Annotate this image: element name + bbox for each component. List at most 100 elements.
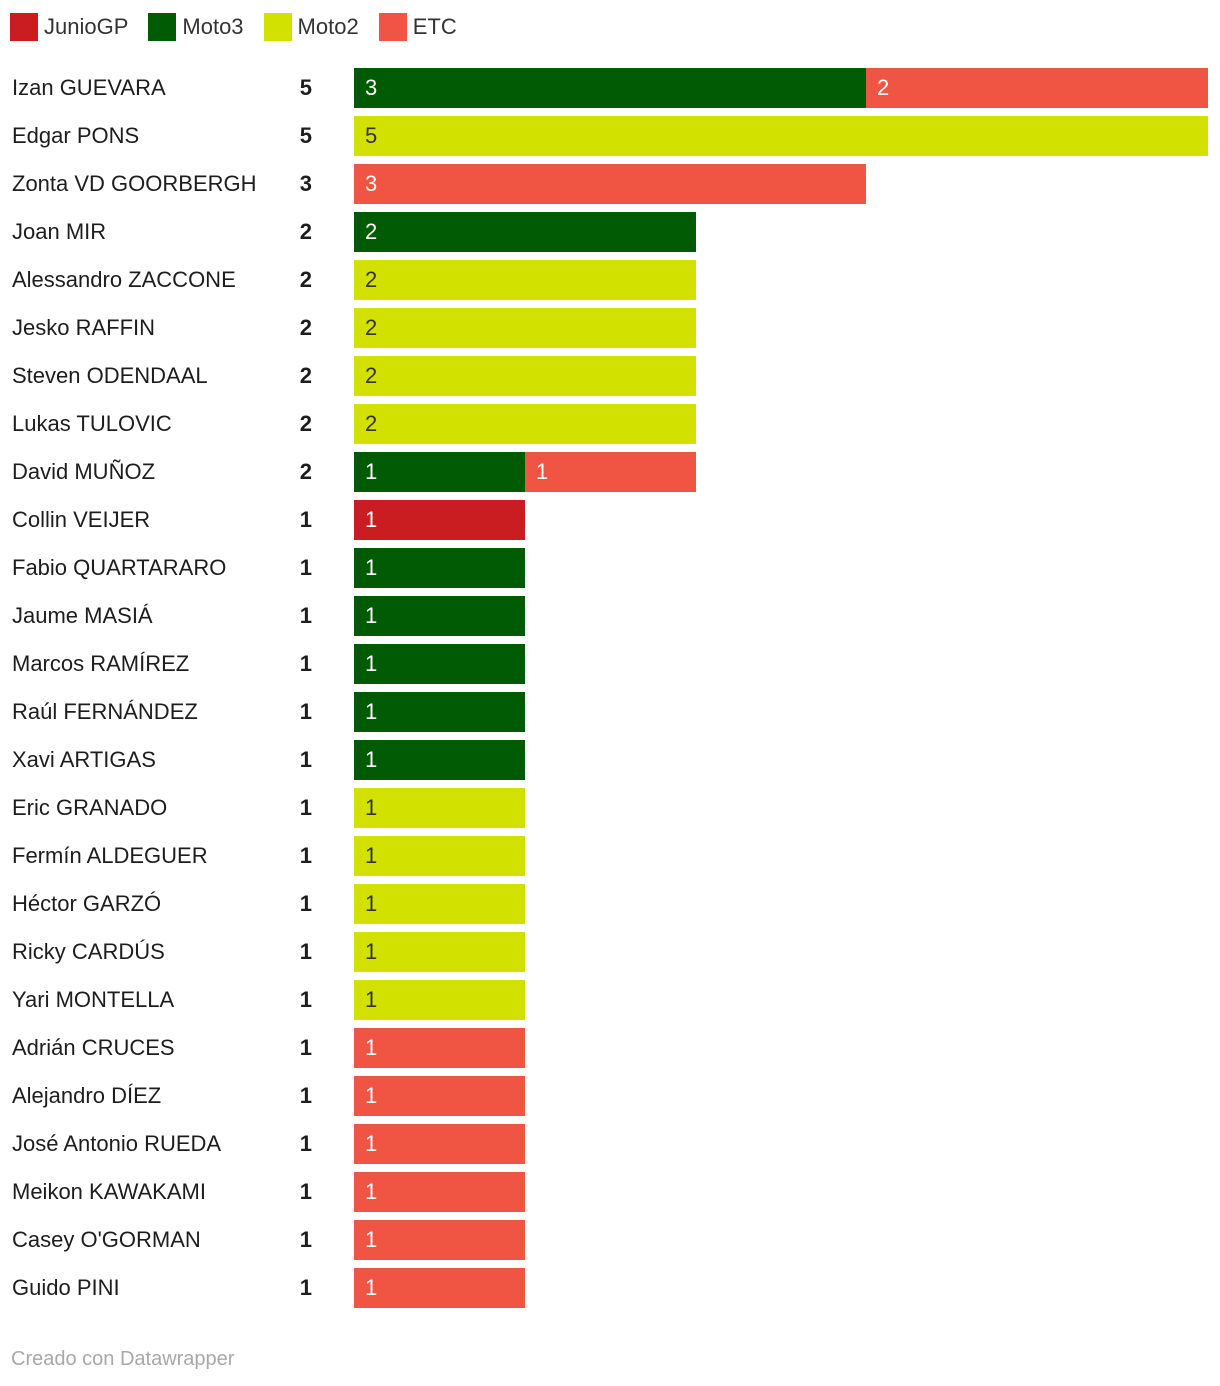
bar-segment-etc: 1 xyxy=(525,452,696,492)
bar-row: David MUÑOZ 2 1 1 xyxy=(0,452,1220,492)
rider-name: Raúl FERNÁNDEZ xyxy=(12,699,198,724)
bar-value-label: 2 xyxy=(365,363,378,388)
legend-swatch xyxy=(263,13,292,41)
rider-name: Casey O'GORMAN xyxy=(12,1227,201,1252)
rider-name: Alejandro DÍEZ xyxy=(12,1083,162,1108)
bar-track: 1 xyxy=(354,932,1208,972)
rider-total: 1 xyxy=(299,891,312,916)
rider-name: Alessandro ZACCONE xyxy=(12,267,236,292)
rider-total: 1 xyxy=(299,699,312,724)
bar-value-label: 1 xyxy=(365,747,378,772)
bar-value-label: 3 xyxy=(365,171,378,196)
rider-total: 1 xyxy=(299,1035,312,1060)
rider-name: Collin VEIJER xyxy=(12,507,151,532)
rider-name: Fermín ALDEGUER xyxy=(12,843,208,868)
bar-segment-etc: 2 xyxy=(866,68,1208,108)
bar-track: 1 xyxy=(354,836,1208,876)
bar-row: Meikon KAWAKAMI 1 1 xyxy=(0,1172,1220,1212)
bar-track: 1 xyxy=(354,788,1208,828)
bar-row: José Antonio RUEDA 1 1 xyxy=(0,1124,1220,1164)
rider-name: Edgar PONS xyxy=(12,123,140,148)
bar-segment-moto2: 5 xyxy=(354,116,1208,156)
bar-value-label: 1 xyxy=(365,891,378,916)
bar-track: 1 xyxy=(354,1076,1208,1116)
bar-track: 1 xyxy=(354,1028,1208,1068)
bar-value-label: 1 xyxy=(365,1035,378,1060)
bar-track: 3 xyxy=(354,164,1208,204)
rider-name: Fabio QUARTARARO xyxy=(12,555,227,580)
rider-name: Lukas TULOVIC xyxy=(12,411,172,436)
bar-value-label: 2 xyxy=(365,411,378,436)
bar-segment-moto3: 3 xyxy=(354,68,866,108)
legend-label: Moto3 xyxy=(182,14,244,39)
bar-segment-moto3: 1 xyxy=(354,740,525,780)
bar-track: 1 xyxy=(354,596,1208,636)
bar-row: Izan GUEVARA 5 3 2 xyxy=(0,68,1220,108)
bar-track: 2 xyxy=(354,308,1208,348)
bar-row: Joan MIR 2 2 xyxy=(0,212,1220,252)
bar-segment-moto3: 1 xyxy=(354,452,525,492)
bar-track: 1 xyxy=(354,644,1208,684)
bar-segment-moto3: 2 xyxy=(354,212,696,252)
bar-track: 5 xyxy=(354,116,1208,156)
rider-total: 1 xyxy=(299,651,312,676)
rider-total: 1 xyxy=(299,603,312,628)
bar-segment-moto2: 1 xyxy=(354,884,525,924)
bar-track: 2 xyxy=(354,356,1208,396)
bar-track: 1 xyxy=(354,980,1208,1020)
bar-row: Yari MONTELLA 1 1 xyxy=(0,980,1220,1020)
bar-row: Eric GRANADO 1 1 xyxy=(0,788,1220,828)
bar-track: 1 xyxy=(354,1172,1208,1212)
rider-name: Eric GRANADO xyxy=(12,795,168,820)
legend-swatch xyxy=(148,13,177,41)
rider-total: 2 xyxy=(299,459,312,484)
legend-swatch xyxy=(378,13,407,41)
legend-label: Moto2 xyxy=(297,14,359,39)
bar-track: 1 xyxy=(354,884,1208,924)
bar-segment-etc: 1 xyxy=(354,1124,525,1164)
bar-segment-moto2: 2 xyxy=(354,260,696,300)
rider-total: 5 xyxy=(299,75,312,100)
bar-row: Héctor GARZÓ 1 1 xyxy=(0,884,1220,924)
bar-segment-moto3: 1 xyxy=(354,596,525,636)
bar-row: Xavi ARTIGAS 1 1 xyxy=(0,740,1220,780)
bar-segment-moto2: 1 xyxy=(354,980,525,1020)
bar-track: 2 xyxy=(354,404,1208,444)
bar-track: 1 xyxy=(354,548,1208,588)
bar-segment-moto3: 1 xyxy=(354,644,525,684)
rider-name: Izan GUEVARA xyxy=(12,75,166,100)
legend-item-etc: ETC xyxy=(378,13,457,41)
bar-value-label: 2 xyxy=(365,267,378,292)
rider-total: 2 xyxy=(299,363,312,388)
rider-total: 1 xyxy=(299,555,312,580)
bar-row: Fabio QUARTARARO 1 1 xyxy=(0,548,1220,588)
bar-value-label: 1 xyxy=(536,459,549,484)
bar-segment-etc: 1 xyxy=(354,1172,525,1212)
rider-name: Adrián CRUCES xyxy=(12,1035,175,1060)
rider-name: Guido PINI xyxy=(12,1275,120,1300)
rider-total: 1 xyxy=(299,1227,312,1252)
bar-segment-moto3: 1 xyxy=(354,548,525,588)
bar-value-label: 1 xyxy=(365,651,378,676)
rider-total: 1 xyxy=(299,1275,312,1300)
bar-value-label: 2 xyxy=(365,219,378,244)
rider-total: 2 xyxy=(299,315,312,340)
bar-row: Casey O'GORMAN 1 1 xyxy=(0,1220,1220,1260)
bar-segment-juniogp: 1 xyxy=(354,500,525,540)
rider-total: 2 xyxy=(299,411,312,436)
rider-total: 1 xyxy=(299,507,312,532)
bar-value-label: 2 xyxy=(877,75,890,100)
bar-row: Guido PINI 1 1 xyxy=(0,1268,1220,1308)
rider-total: 5 xyxy=(299,123,312,148)
rider-name: Joan MIR xyxy=(12,219,107,244)
rider-total: 1 xyxy=(299,795,312,820)
rider-total: 1 xyxy=(299,1083,312,1108)
rider-name: Zonta VD GOORBERGH xyxy=(12,171,257,196)
rider-total: 1 xyxy=(299,747,312,772)
bar-segment-etc: 1 xyxy=(354,1220,525,1260)
bar-row: Alessandro ZACCONE 2 2 xyxy=(0,260,1220,300)
bar-row: Zonta VD GOORBERGH 3 3 xyxy=(0,164,1220,204)
bar-track: 2 xyxy=(354,260,1208,300)
bar-segment-etc: 1 xyxy=(354,1076,525,1116)
